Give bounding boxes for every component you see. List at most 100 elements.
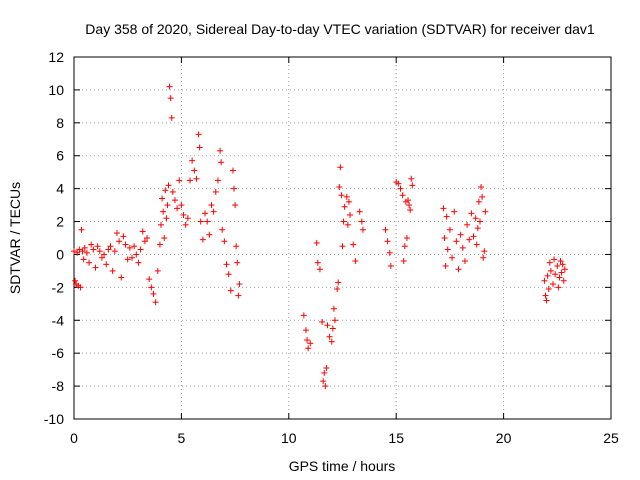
data-point	[478, 183, 485, 190]
data-point	[323, 364, 330, 371]
y-tick-label: -8	[52, 378, 65, 394]
data-point	[406, 202, 413, 209]
data-point	[168, 114, 175, 121]
data-point	[92, 264, 99, 271]
data-point	[180, 211, 187, 218]
data-point	[71, 248, 77, 255]
data-point	[476, 218, 483, 225]
data-point	[466, 236, 473, 243]
data-point	[210, 208, 217, 215]
chart-title: Day 358 of 2020, Sidereal Day-to-day VTE…	[85, 21, 595, 37]
data-point	[118, 274, 125, 281]
data-point	[468, 210, 475, 217]
data-point	[547, 267, 554, 274]
data-point	[350, 241, 357, 248]
data-point	[399, 192, 406, 199]
data-point	[440, 205, 447, 212]
data-point	[171, 197, 178, 204]
data-point	[98, 254, 105, 261]
plot-frame	[73, 56, 612, 420]
data-point	[403, 235, 410, 241]
y-axis-label: SDTVAR / TECUs	[7, 182, 23, 294]
data-point	[541, 277, 548, 284]
data-point	[556, 274, 563, 281]
data-point	[316, 266, 323, 273]
data-point	[124, 256, 131, 263]
data-point	[337, 164, 344, 171]
y-tick-label: -6	[52, 345, 65, 361]
data-point	[551, 256, 558, 263]
data-point	[320, 378, 327, 385]
x-tick-label: 0	[70, 430, 78, 446]
data-point	[409, 182, 416, 189]
data-point	[162, 187, 169, 194]
data-point	[88, 241, 95, 248]
data-point	[345, 198, 352, 205]
data-point	[113, 230, 120, 237]
data-point	[184, 215, 191, 222]
data-point	[157, 221, 164, 228]
data-point	[481, 248, 488, 255]
data-point	[235, 292, 242, 299]
data-point	[442, 262, 449, 269]
data-point	[202, 210, 209, 217]
data-point	[86, 259, 93, 266]
data-point	[560, 277, 567, 284]
data-point	[83, 249, 90, 256]
data-point	[109, 267, 116, 274]
data-point	[90, 246, 97, 253]
data-point	[319, 318, 326, 325]
data-point	[148, 284, 155, 291]
data-point	[229, 167, 236, 174]
data-point	[397, 185, 404, 192]
data-point	[386, 249, 393, 256]
data-point	[137, 246, 144, 253]
data-point	[146, 276, 153, 283]
data-point	[77, 284, 84, 291]
data-point	[164, 202, 171, 209]
data-point	[336, 183, 343, 190]
data-point	[558, 269, 565, 276]
data-point	[405, 197, 412, 204]
data-point	[232, 202, 239, 209]
data-point	[322, 383, 329, 390]
data-point	[302, 327, 309, 334]
data-point	[135, 259, 142, 266]
data-point	[382, 226, 389, 233]
data-point	[74, 249, 81, 256]
data-point	[474, 225, 481, 232]
data-point	[326, 333, 333, 340]
data-point	[223, 261, 230, 268]
x-tick-label: 25	[603, 430, 619, 446]
data-point	[334, 286, 341, 293]
data-point	[79, 248, 86, 255]
data-point	[174, 205, 181, 212]
data-point	[307, 340, 314, 347]
data-point	[80, 256, 87, 263]
data-point	[160, 208, 167, 215]
data-point	[166, 83, 173, 90]
data-point	[395, 180, 402, 187]
data-point	[343, 193, 350, 200]
data-point	[384, 238, 391, 245]
data-point	[546, 259, 553, 266]
data-point	[133, 251, 140, 258]
axis-ticks	[73, 56, 612, 420]
y-tick-label: 10	[48, 82, 64, 98]
data-point	[352, 258, 359, 265]
data-points	[71, 83, 568, 390]
data-point	[358, 218, 365, 225]
data-point	[128, 254, 135, 261]
data-point	[196, 144, 203, 151]
data-point	[126, 244, 133, 251]
data-point	[94, 243, 101, 250]
data-point	[214, 177, 221, 184]
data-point	[444, 246, 451, 253]
data-point	[101, 251, 108, 258]
data-point	[78, 226, 85, 233]
data-point	[197, 218, 204, 225]
data-point	[304, 337, 311, 344]
y-tick-label: -2	[52, 279, 65, 295]
data-point	[408, 175, 415, 182]
data-point	[111, 248, 118, 255]
